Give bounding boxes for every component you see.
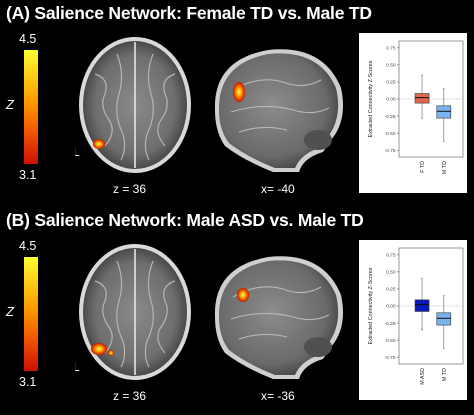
y-tick-label: 0.00: [386, 304, 396, 310]
plot-frame: [398, 247, 464, 365]
x-category-label: M ASD: [420, 368, 426, 385]
y-tick-label: 0.50: [386, 63, 396, 69]
sagittal-slice-label: x= -36: [261, 389, 295, 403]
y-axis-label: Extracted Connectivity Z-Scores: [368, 60, 374, 137]
colorbar: [24, 257, 38, 371]
sagittal-slice-label: x= -40: [261, 182, 295, 196]
y-tick-label: 0.75: [386, 46, 396, 52]
axial-slice-label: z = 36: [113, 389, 147, 403]
panel-title: (A) Salience Network: Female TD vs. Male…: [6, 3, 372, 23]
y-tick-label: 0.75: [386, 253, 396, 259]
box-m-td: [436, 312, 452, 326]
box-m-asd: [414, 299, 430, 312]
colorbar-max-label: 4.5: [19, 239, 37, 253]
colorbar: [24, 50, 38, 164]
boxplot-panel: 0.75 0.50 0.25 0.00 -0.25 -0.50 -0.75 Extracted…: [359, 33, 467, 193]
y-tick-label: -0.50: [385, 338, 396, 344]
y-axis-label: Extracted Connectivity Z-Scores: [368, 267, 374, 344]
y-tick-label: 0.50: [386, 270, 396, 276]
axial-brain-slice: L: [75, 244, 191, 380]
box-f-td: [414, 93, 430, 104]
y-tick-label: 0.25: [386, 80, 396, 86]
y-tick-label: 0.25: [386, 287, 396, 293]
plot-frame: [398, 40, 464, 158]
y-tick-label: -0.50: [385, 131, 396, 137]
x-category-label: M TD: [442, 161, 448, 174]
y-tick-label: -0.75: [385, 148, 396, 154]
panel-title: (B) Salience Network: Male ASD vs. Male …: [6, 210, 364, 230]
x-category-label: F TD: [420, 161, 426, 173]
y-tick-label: -0.25: [385, 321, 396, 327]
colorbar-label: Z: [6, 97, 14, 112]
y-tick-label: -0.75: [385, 355, 396, 361]
colorbar-max-label: 4.5: [19, 32, 37, 46]
box-m-td: [436, 105, 452, 119]
sagittal-brain-slice: [214, 256, 344, 379]
colorbar-min-label: 3.1: [19, 375, 37, 389]
panel-a: (A) Salience Network: Female TD vs. Male…: [0, 0, 474, 207]
boxplot-chart: 0.75 0.50 0.25 0.00 -0.25 -0.50 -0.75 Extracted…: [368, 40, 464, 174]
y-tick-label: 0.00: [386, 97, 396, 103]
hemisphere-label: L: [75, 360, 80, 374]
colorbar-label: Z: [6, 304, 14, 319]
axial-brain-slice: L: [75, 37, 191, 173]
x-category-label: M TD: [442, 368, 448, 381]
panel-b: (B) Salience Network: Male ASD vs. Male …: [0, 207, 474, 414]
boxplot-panel: 0.75 0.50 0.25 0.00 -0.25 -0.50 -0.75 Extracted…: [359, 240, 467, 400]
colorbar-min-label: 3.1: [19, 168, 37, 182]
sagittal-brain-slice: [214, 49, 344, 172]
hemisphere-label: L: [75, 145, 80, 159]
axial-slice-label: z = 36: [113, 182, 147, 196]
y-tick-label: -0.25: [385, 114, 396, 120]
boxplot-chart: 0.75 0.50 0.25 0.00 -0.25 -0.50 -0.75 Extracted…: [368, 247, 464, 385]
